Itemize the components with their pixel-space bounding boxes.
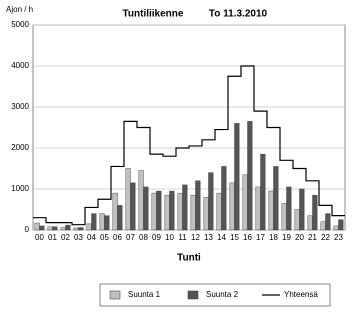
bar xyxy=(268,190,274,231)
x-tick-label: 21 xyxy=(308,233,317,242)
x-tick-label: 04 xyxy=(87,233,96,242)
bar xyxy=(242,174,248,231)
x-tick-label: 08 xyxy=(139,233,148,242)
bar xyxy=(125,168,131,231)
x-tick-label: 15 xyxy=(230,233,239,242)
y-tick-label: 0 xyxy=(25,225,30,234)
bar xyxy=(229,182,235,231)
y-tick-label: 4000 xyxy=(11,61,29,70)
legend-box xyxy=(99,283,331,307)
bar xyxy=(338,219,344,231)
bar xyxy=(130,182,136,231)
plot-area xyxy=(32,24,346,231)
bar xyxy=(307,215,313,231)
x-tick-label: 14 xyxy=(217,233,226,242)
bar xyxy=(99,213,105,231)
bar xyxy=(117,205,123,231)
x-tick-label: 07 xyxy=(126,233,135,242)
bar xyxy=(34,222,40,231)
bar xyxy=(255,186,261,231)
bar xyxy=(281,203,287,231)
bar xyxy=(333,225,339,231)
x-tick-label: 17 xyxy=(256,233,265,242)
bar xyxy=(195,180,201,231)
x-tick-label: 19 xyxy=(282,233,291,242)
chart-subtitle: To 11.3.2010 xyxy=(209,9,268,20)
bar xyxy=(312,194,318,231)
bar xyxy=(143,186,149,231)
bar xyxy=(190,194,196,231)
x-tick-label: 02 xyxy=(61,233,70,242)
x-tick-label: 16 xyxy=(243,233,252,242)
legend-label: Yhteensä xyxy=(284,290,318,299)
y-tick-label: 5000 xyxy=(11,20,29,29)
x-tick-label: 09 xyxy=(152,233,161,242)
step-line xyxy=(33,65,345,226)
y-tick-label: 3000 xyxy=(11,102,29,111)
bar xyxy=(216,192,222,231)
y-tick-label: 2000 xyxy=(11,143,29,152)
x-tick-label: 12 xyxy=(191,233,200,242)
bar xyxy=(164,194,170,231)
bar xyxy=(247,121,253,231)
bar xyxy=(286,186,292,231)
bar xyxy=(86,223,92,231)
bar xyxy=(221,166,227,231)
legend-swatch xyxy=(109,290,121,300)
legend-label: Suunta 1 xyxy=(128,290,161,299)
bar xyxy=(294,209,300,231)
bar xyxy=(234,123,240,231)
x-tick-label: 20 xyxy=(295,233,304,242)
x-tick-label: 03 xyxy=(74,233,83,242)
bar xyxy=(91,213,97,231)
x-tick-label: 18 xyxy=(269,233,278,242)
bar xyxy=(78,227,84,231)
y-tick-label: 1000 xyxy=(11,184,29,193)
bar xyxy=(104,215,110,231)
bar xyxy=(39,225,45,231)
x-tick-label: 06 xyxy=(113,233,122,242)
x-tick-label: 13 xyxy=(204,233,213,242)
bar xyxy=(182,184,188,231)
x-tick-label: 10 xyxy=(165,233,174,242)
bar xyxy=(273,166,279,231)
bar xyxy=(320,221,326,231)
x-tick-label: 01 xyxy=(48,233,57,242)
bar xyxy=(138,170,144,231)
bar xyxy=(151,192,157,231)
bar xyxy=(299,188,305,231)
legend-swatch xyxy=(187,290,199,300)
chart-title: Tuntiliikenne xyxy=(123,9,184,20)
bar xyxy=(112,192,118,231)
bar xyxy=(73,227,79,231)
bar xyxy=(156,190,162,231)
bar xyxy=(208,172,214,231)
bar xyxy=(169,190,175,231)
x-tick-label: 22 xyxy=(321,233,330,242)
legend-label: Suunta 2 xyxy=(206,290,239,299)
bar xyxy=(325,213,331,231)
x-tick-label: 05 xyxy=(100,233,109,242)
x-tick-label: 23 xyxy=(334,233,343,242)
bar xyxy=(203,196,209,231)
x-tick-label: 11 xyxy=(178,233,187,242)
bar xyxy=(52,226,58,231)
bar xyxy=(260,153,266,231)
bar xyxy=(65,224,71,231)
y-axis-label: Ajon / h xyxy=(6,5,33,14)
x-tick-label: 00 xyxy=(35,233,44,242)
x-axis-label: Tunti xyxy=(177,253,201,264)
bar xyxy=(60,227,66,231)
bar xyxy=(47,226,53,231)
bar xyxy=(177,192,183,231)
